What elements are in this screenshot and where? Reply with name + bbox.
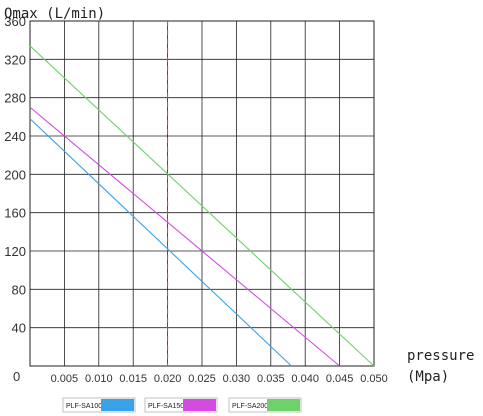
x-axis-title: pressure: [407, 348, 474, 364]
x-tick-label: 0.035: [257, 373, 285, 385]
y-axis-title: Qmax (L/min): [4, 6, 105, 22]
y-tick-label: 120: [4, 244, 26, 259]
x-tick-label: 0.045: [326, 373, 354, 385]
legend-item-label: PLF-SA200: [232, 403, 268, 410]
series-line-plf-sa100: [29, 118, 292, 367]
y-tick-label: 200: [4, 167, 26, 182]
grid: [29, 20, 375, 367]
x-axis-unit: (Mpa): [407, 369, 449, 385]
y-tick-label: 240: [4, 129, 26, 144]
x-tick-label: 0.015: [119, 373, 147, 385]
legend: PLF-SA100 PLF-SA150 PLF-SA200: [62, 397, 302, 413]
y-tick-label: 80: [12, 282, 26, 297]
x-tick-label: 0.050: [360, 373, 388, 385]
x-tick-label: 0.005: [51, 373, 79, 385]
legend-item-label: PLF-SA150: [148, 403, 184, 410]
y-tick-labels: 40 80 120 160 200 240 280 320 360: [4, 14, 26, 336]
series-line-plf-sa150: [29, 106, 340, 367]
y-tick-label: 360: [4, 14, 26, 29]
series-line-plf-sa200: [29, 45, 375, 367]
y-tick-label: 280: [4, 91, 26, 106]
x-tick-label: 0.010: [85, 373, 113, 385]
x-tick-label: 0.030: [223, 373, 251, 385]
y-tick-label: 320: [4, 52, 26, 67]
legend-color-swatch: [101, 399, 134, 411]
x-tick-label: 0.025: [188, 373, 216, 385]
x-tick-label: 0.040: [291, 373, 319, 385]
y-tick-label: 40: [12, 321, 26, 336]
origin-label: 0: [13, 369, 20, 384]
x-tick-labels: 0.005 0.010 0.015 0.020 0.025 0.030 0.035 0.040…: [51, 373, 388, 385]
legend-color-swatch: [267, 399, 300, 411]
series-lines: [29, 45, 375, 367]
legend-color-swatch: [183, 399, 216, 411]
y-tick-label: 160: [4, 206, 26, 221]
legend-item-label: PLF-SA100: [66, 403, 102, 410]
x-tick-label: 0.020: [154, 373, 182, 385]
